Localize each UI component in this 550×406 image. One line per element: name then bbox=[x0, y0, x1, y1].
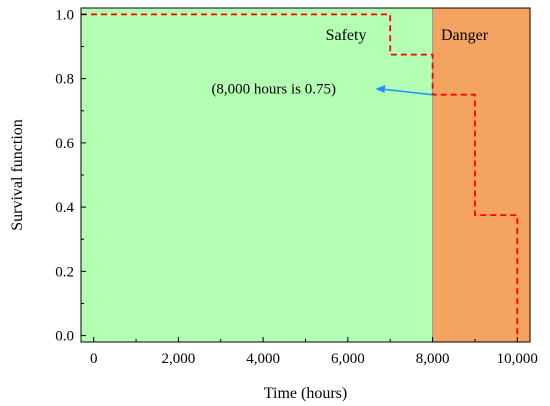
annotation-arrow-line bbox=[383, 88, 433, 96]
y-axis-title: Survival function bbox=[9, 119, 26, 231]
region-label-danger: Danger bbox=[441, 27, 489, 44]
region-label-safety: Safety bbox=[326, 27, 367, 44]
region-labels: Safety Danger bbox=[326, 27, 489, 44]
x-tick-label: 6,000 bbox=[331, 351, 365, 367]
x-tick-label: 10,000 bbox=[497, 351, 538, 367]
y-tick-label: 0.0 bbox=[55, 329, 74, 345]
y-tick-label: 0.2 bbox=[55, 264, 74, 280]
survival-series-line bbox=[81, 13, 519, 336]
annotation: (8,000 hours is 0.75) bbox=[211, 82, 433, 98]
region-danger bbox=[432, 8, 530, 342]
y-tick-label: 0.6 bbox=[55, 136, 74, 152]
x-tick-label: 0 bbox=[90, 351, 98, 367]
annotation-arrow-head bbox=[375, 84, 386, 93]
regions bbox=[81, 8, 530, 342]
ticks: 0 2,000 4,000 6,000 8,000 10,000 0.0 0.2 0.4 0.6 0… bbox=[55, 7, 538, 367]
y-tick-label: 1.0 bbox=[55, 7, 74, 23]
region-safety bbox=[81, 8, 433, 342]
x-tick-label: 4,000 bbox=[246, 351, 280, 367]
annotation-text: (8,000 hours is 0.75) bbox=[211, 82, 336, 98]
y-tick-label: 0.4 bbox=[55, 200, 74, 216]
series bbox=[81, 13, 519, 336]
x-axis-title: Time (hours) bbox=[264, 385, 347, 402]
x-tick-label: 8,000 bbox=[416, 351, 450, 367]
y-tick-label: 0.8 bbox=[55, 72, 74, 88]
x-tick-label: 2,000 bbox=[162, 351, 196, 367]
